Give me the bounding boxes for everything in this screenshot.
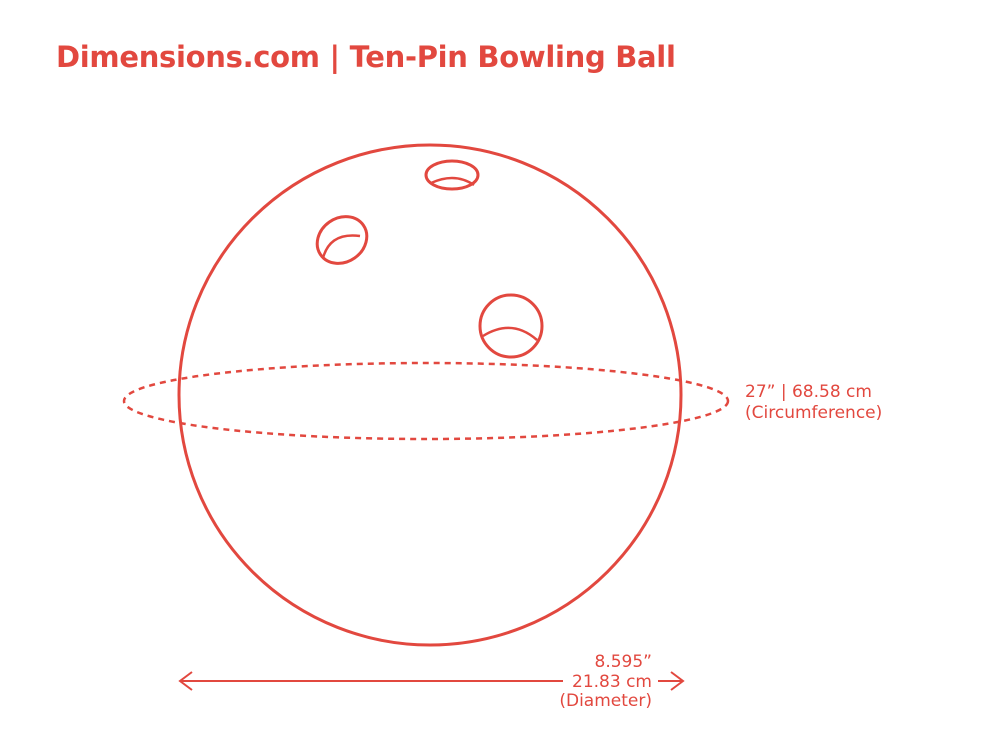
diameter-metric: 21.83 cm [572, 672, 652, 692]
thumb-hole [478, 293, 544, 359]
page-title: Dimensions.com | Ten-Pin Bowling Ball [56, 40, 676, 74]
diameter-imperial: 8.595” [595, 652, 652, 672]
diameter-label: (Diameter) [559, 691, 652, 711]
ball-outline [177, 143, 683, 647]
diameter-arrow [178, 671, 685, 691]
circumference-value: 27” | 68.58 cm [745, 382, 872, 402]
finger-hole-left [315, 215, 369, 265]
circumference-label: (Circumference) [745, 403, 882, 423]
finger-hole-top [424, 159, 480, 191]
circumference-line [122, 361, 730, 441]
